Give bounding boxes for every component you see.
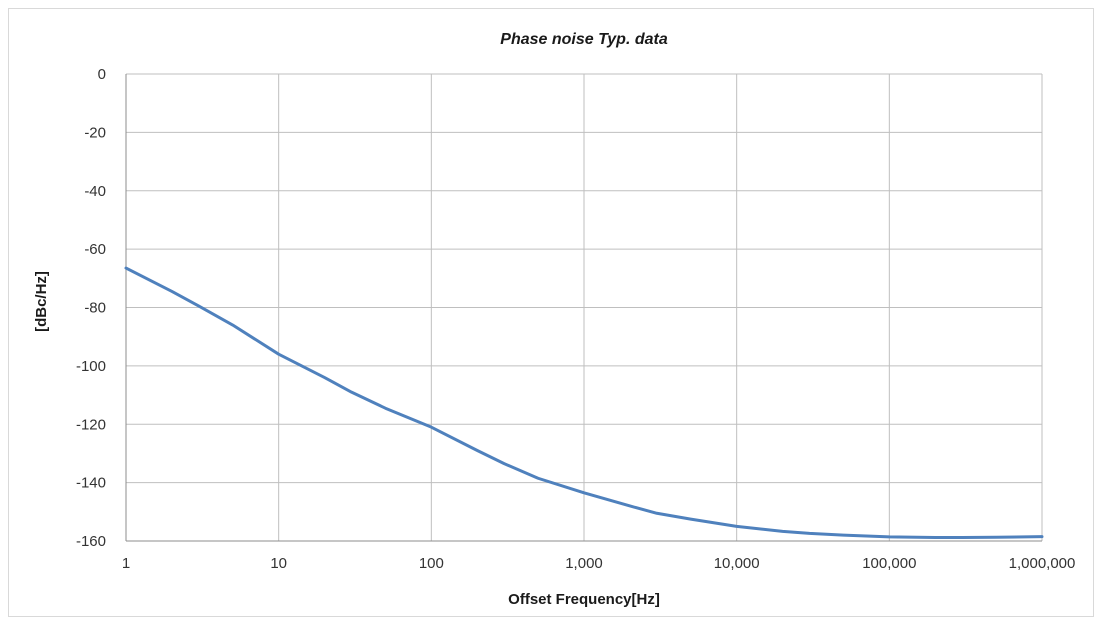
x-tick-label: 10 (270, 555, 287, 572)
y-tick-label: 0 (98, 66, 106, 83)
y-tick-label: -80 (84, 300, 106, 317)
x-axis-title: Offset Frequency[Hz] (508, 591, 660, 608)
series-layer (124, 266, 1044, 539)
x-tick-label: 100 (419, 555, 444, 572)
y-axis-title: [dBc/Hz] (33, 271, 50, 332)
y-tick-label: -160 (76, 533, 106, 550)
y-tick-label: -140 (76, 475, 106, 492)
x-tick-label: 10,000 (714, 555, 760, 572)
x-tick-label: 1,000 (565, 555, 603, 572)
y-tick-label: -40 (84, 183, 106, 200)
plot-area-border (125, 74, 1042, 542)
grid (125, 73, 1043, 542)
y-tick-label: -20 (84, 124, 106, 141)
x-tick-label: 100,000 (862, 555, 916, 572)
series-line (124, 266, 1044, 539)
y-tick-label: -60 (84, 241, 106, 258)
x-tick-label: 1 (122, 555, 130, 572)
x-tick-labels: 1 10 100 1,000 10,000 100,000 1,000,000 (122, 555, 1076, 572)
chart-title: Phase noise Typ. data (500, 31, 668, 48)
x-tick-label: 1,000,000 (1009, 555, 1076, 572)
y-tick-label: -120 (76, 416, 106, 433)
y-tick-labels: 0 -20 -40 -60 -80 -100 -120 -140 -160 (76, 66, 106, 550)
chart-frame (8, 8, 1094, 617)
y-tick-label: -100 (76, 358, 106, 375)
